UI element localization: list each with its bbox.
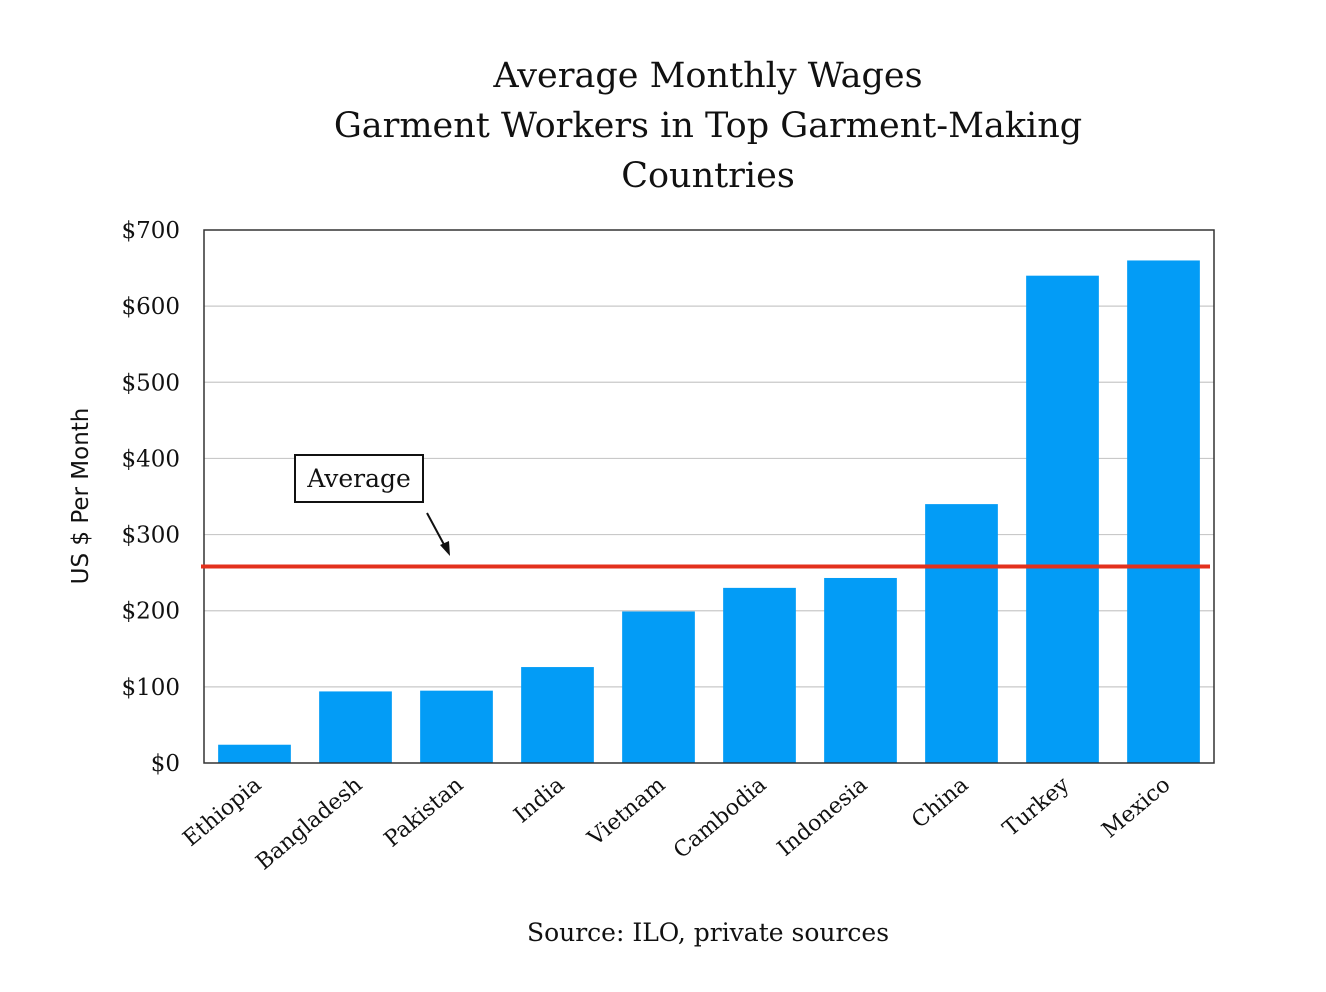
- y-tick-label: $600: [121, 294, 180, 320]
- bar: [1127, 260, 1200, 763]
- average-annotation: Average: [294, 454, 450, 556]
- y-tick-label: $200: [121, 599, 180, 625]
- x-tick-label: China: [907, 772, 973, 833]
- plot-frame: [203, 229, 1215, 764]
- average-annotation-label: Average: [306, 464, 411, 493]
- y-axis-ticks: $0 $100 $200 $300 $400 $500 $600 $700: [121, 218, 180, 777]
- chart-title-line-2: Garment Workers in Top Garment-Making: [334, 106, 1082, 146]
- y-tick-label: $300: [121, 523, 180, 549]
- y-tick-label: $500: [121, 370, 180, 396]
- x-tick-label: Ethiopia: [179, 772, 267, 851]
- bar: [420, 690, 493, 763]
- source-note: Source: ILO, private sources: [527, 918, 889, 947]
- average-annotation-box: [294, 454, 424, 503]
- chart-title: Average Monthly Wages Garment Workers in…: [334, 56, 1082, 196]
- chart-title-line-3: Countries: [621, 156, 795, 196]
- bar: [218, 744, 291, 763]
- bar: [319, 691, 392, 763]
- bars: [218, 260, 1200, 763]
- bar: [622, 611, 695, 763]
- x-tick-label: Bangladesh: [252, 772, 368, 875]
- x-tick-label: Mexico: [1098, 772, 1176, 843]
- y-tick-label: $700: [121, 218, 180, 244]
- y-axis-title: US $ Per Month: [68, 408, 94, 585]
- x-tick-label: Indonesia: [773, 772, 872, 861]
- x-tick-label: India: [510, 772, 570, 828]
- y-tick-label: $400: [121, 446, 180, 472]
- y-tick-label: $0: [151, 751, 180, 777]
- bar: [925, 504, 998, 763]
- chart-title-line-1: Average Monthly Wages: [492, 56, 922, 96]
- bar: [1026, 275, 1099, 763]
- x-tick-label: Cambodia: [669, 772, 771, 863]
- y-tick-label: $100: [121, 675, 180, 701]
- average-annotation-arrowhead: [440, 541, 450, 556]
- bar: [824, 577, 897, 763]
- x-tick-label: Vietnam: [583, 772, 671, 851]
- x-tick-label: Pakistan: [380, 772, 469, 852]
- bar: [521, 667, 594, 763]
- bar: [723, 587, 796, 763]
- x-tick-label: Turkey: [998, 772, 1074, 842]
